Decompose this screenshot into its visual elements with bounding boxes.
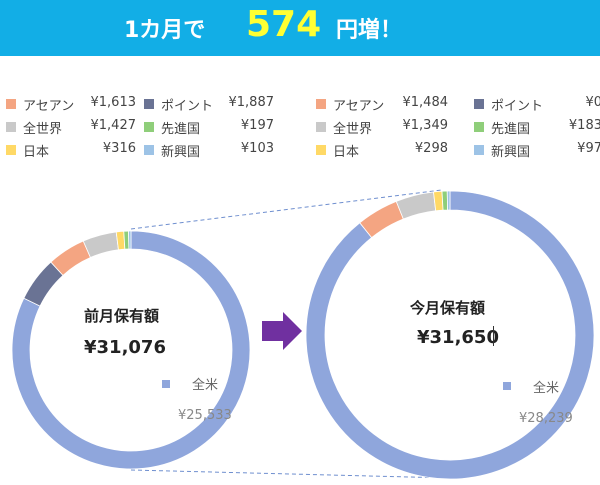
curr-title: 今月保有額 — [410, 299, 486, 317]
donut-chart-current: 全米 ¥28,239 — [305, 190, 595, 480]
slice-value: ¥28,239 — [519, 411, 573, 426]
legend-value: ¥0 — [585, 95, 600, 110]
connector-line — [130, 189, 443, 230]
banner-prefix: 1カ月で — [124, 18, 206, 43]
slice-label-swatch — [162, 380, 170, 388]
legend-swatch — [316, 122, 326, 132]
arrow-shape — [262, 312, 302, 350]
legend-label: アセアン — [333, 99, 385, 114]
legend-swatch — [144, 122, 154, 132]
legend-swatch — [6, 122, 16, 132]
legend-value: ¥1,484 — [402, 95, 449, 110]
prev-title: 前月保有額 — [84, 307, 160, 325]
donut-slice-全世界 — [82, 231, 119, 259]
slice-label-swatch — [503, 382, 511, 390]
text-cursor — [493, 326, 494, 346]
legend-label: ポイント — [161, 99, 214, 114]
donut-slice-全世界 — [395, 191, 437, 220]
legend-label: 全世界 — [333, 122, 373, 137]
banner-suffix: 円増！ — [336, 18, 403, 43]
legend-value: ¥1,427 — [90, 118, 137, 133]
legend-label: ポイント — [491, 99, 544, 114]
legend-value: ¥1,613 — [90, 95, 137, 110]
legend-swatch — [6, 145, 16, 155]
legend-swatch — [474, 122, 484, 132]
slice-label: 全米 — [192, 377, 218, 393]
legend-value: ¥1,349 — [402, 118, 449, 133]
donut-slice-全米 — [305, 190, 595, 480]
legend-swatch — [316, 99, 326, 109]
legend-label: 先進国 — [161, 122, 201, 137]
donut-chart-previous: 全米 ¥25,533 — [11, 230, 251, 470]
legend-value: ¥97 — [577, 141, 600, 156]
legend-label: アセアン — [23, 99, 75, 114]
slice-value: ¥25,533 — [178, 408, 232, 423]
donut-slice-先進国 — [123, 230, 130, 250]
donut-slice-全米 — [11, 230, 251, 470]
donut-slice-先進国 — [441, 190, 449, 211]
legend-swatch — [144, 99, 154, 109]
legend-value: ¥1,887 — [228, 95, 275, 110]
legend-swatch — [474, 145, 484, 155]
legend-swatch — [6, 99, 16, 109]
legend-label: 新興国 — [161, 145, 201, 160]
legend-swatch — [144, 145, 154, 155]
legend-label: 日本 — [23, 145, 50, 160]
banner-amount: 574 — [246, 4, 322, 45]
legend-value: ¥298 — [414, 141, 448, 156]
arrow-icon — [262, 312, 302, 350]
legend-value: ¥183 — [568, 118, 600, 133]
legend-value: ¥103 — [240, 141, 274, 156]
legend-label: 新興国 — [491, 145, 531, 160]
zoom-connector — [130, 189, 451, 479]
legend-label: 日本 — [333, 145, 360, 160]
header-banner: 1カ月で 574 円増！ — [0, 0, 600, 56]
legend-value: ¥197 — [240, 118, 274, 133]
legend-swatch — [316, 145, 326, 155]
legend-value: ¥316 — [102, 141, 136, 156]
donut-slice-新興国 — [128, 230, 132, 250]
legend-label: 全世界 — [23, 122, 63, 137]
slice-label: 全米 — [533, 380, 559, 396]
legend-swatch — [474, 99, 484, 109]
donut-slice-新興国 — [446, 190, 451, 211]
prev-total: ¥31,076 — [84, 337, 166, 358]
curr-total: ¥31,650 — [417, 327, 499, 348]
legend-label: 先進国 — [491, 122, 531, 137]
